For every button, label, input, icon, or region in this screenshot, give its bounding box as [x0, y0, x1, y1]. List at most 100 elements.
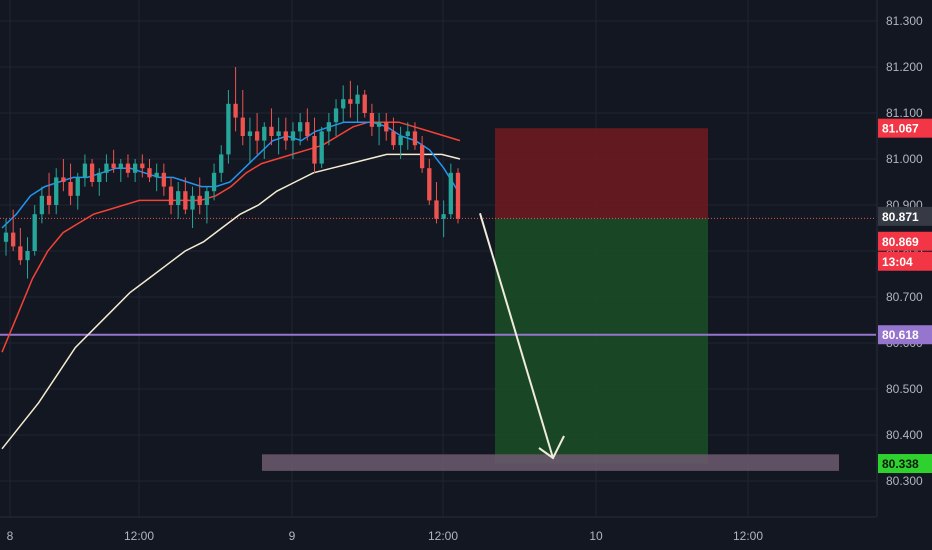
- stop-loss-zone: [495, 128, 708, 219]
- candle-body: [391, 131, 396, 146]
- badge-target-price-label: 80.338: [882, 457, 919, 471]
- candle-body: [240, 117, 245, 136]
- y-tick-label: 81.200: [886, 60, 923, 74]
- candle-body: [305, 122, 310, 136]
- candle-body: [54, 177, 59, 205]
- badge-last-price: [878, 231, 932, 251]
- y-tick-label: 80.500: [886, 382, 923, 396]
- candle-body: [97, 172, 102, 182]
- badge-current-price-label: 80.871: [882, 210, 919, 224]
- candle-body: [147, 168, 152, 178]
- x-tick-label: 12:00: [124, 529, 154, 543]
- candle-body: [412, 131, 418, 146]
- candle-body: [154, 172, 159, 178]
- candle-body: [111, 163, 116, 169]
- time-axis[interactable]: 8 12:00 9 12:00 10 12:00: [0, 516, 876, 543]
- ma-slow-line: [1, 153, 461, 450]
- candle-body: [441, 214, 446, 219]
- candle-body: [276, 131, 281, 136]
- candle-body: [125, 163, 131, 173]
- candle-body: [140, 163, 145, 169]
- candle-body: [183, 191, 188, 210]
- candle-body: [333, 108, 339, 123]
- candle-body: [190, 195, 195, 210]
- y-tick-label: 80.300: [886, 474, 923, 488]
- candle-body: [104, 163, 109, 173]
- candle-body: [46, 195, 52, 205]
- candle-body: [348, 99, 353, 104]
- candle-body: [419, 145, 425, 169]
- badge-countdown: [878, 251, 932, 271]
- candle-body: [219, 154, 224, 173]
- target-arrow-head: [538, 435, 565, 460]
- badge-horizontal-line-label: 80.618: [882, 328, 919, 342]
- candle-body: [247, 131, 253, 136]
- x-tick-label: 9: [289, 529, 296, 543]
- y-tick-label: 80.400: [886, 428, 923, 442]
- candle-body: [176, 191, 181, 205]
- candle-body: [3, 232, 9, 242]
- x-tick-label: 10: [589, 529, 603, 543]
- candle-body: [341, 99, 346, 109]
- candle-body: [254, 131, 260, 141]
- candle-body: [61, 177, 66, 182]
- candle-body: [168, 186, 174, 205]
- candle-body: [75, 177, 80, 196]
- candle-body: [226, 103, 231, 155]
- candle-body: [319, 131, 324, 164]
- x-tick-label: 8: [7, 529, 14, 543]
- candle-body: [118, 163, 123, 169]
- candle-body: [298, 122, 303, 132]
- candle-body: [82, 163, 88, 178]
- candle-body: [204, 191, 210, 205]
- price-badges: 81.067 80.871 80.869 13:04 80.618 80.338: [878, 118, 932, 474]
- candle-body: [39, 195, 45, 215]
- badge-current-price: [878, 206, 932, 226]
- badge-target-price: [878, 454, 932, 474]
- candle-body: [326, 122, 332, 132]
- candle-body: [398, 136, 403, 146]
- candle-body: [233, 103, 238, 118]
- candle-body: [384, 122, 389, 132]
- candle-body: [290, 131, 296, 141]
- x-tick-label: 12:00: [428, 529, 458, 543]
- candle-body: [18, 246, 23, 261]
- candle-body: [283, 131, 288, 141]
- ma-mid-line: [1, 121, 461, 353]
- candle-body: [11, 232, 16, 247]
- y-tick-label: 81.300: [886, 14, 923, 28]
- drawing-overlays[interactable]: [262, 212, 839, 471]
- candle-body: [448, 172, 453, 215]
- candle-body: [262, 126, 267, 141]
- take-profit-zone: [495, 218, 708, 464]
- badge-stop-price: [878, 118, 932, 138]
- badge-horizontal-line: [878, 325, 932, 345]
- candle-body: [161, 172, 166, 187]
- candle-body: [32, 214, 37, 251]
- badge-last-price-label: 80.869: [882, 235, 919, 249]
- candle-body: [455, 172, 461, 219]
- candle-body: [355, 94, 360, 104]
- y-tick-label: 81.000: [886, 152, 923, 166]
- y-tick-label: 80.700: [886, 290, 923, 304]
- badge-countdown-label: 13:04: [882, 255, 913, 269]
- candle-body: [89, 163, 95, 182]
- y-tick-label: 81.100: [886, 106, 923, 120]
- candle-body: [211, 172, 217, 192]
- candle-body: [68, 182, 73, 196]
- candle-body: [362, 94, 367, 113]
- candle-body: [132, 163, 138, 173]
- candle-body: [25, 251, 30, 261]
- candle-body: [369, 113, 375, 127]
- support-zone-rect: [262, 454, 839, 471]
- candle-body: [427, 168, 432, 201]
- candle-body: [376, 122, 382, 127]
- candle-body: [197, 195, 202, 205]
- candle-body: [434, 200, 439, 219]
- candle-body: [405, 131, 410, 136]
- candle-body: [312, 136, 317, 164]
- x-tick-label: 12:00: [733, 529, 763, 543]
- target-arrow: [479, 212, 554, 459]
- candle-body: [269, 126, 274, 136]
